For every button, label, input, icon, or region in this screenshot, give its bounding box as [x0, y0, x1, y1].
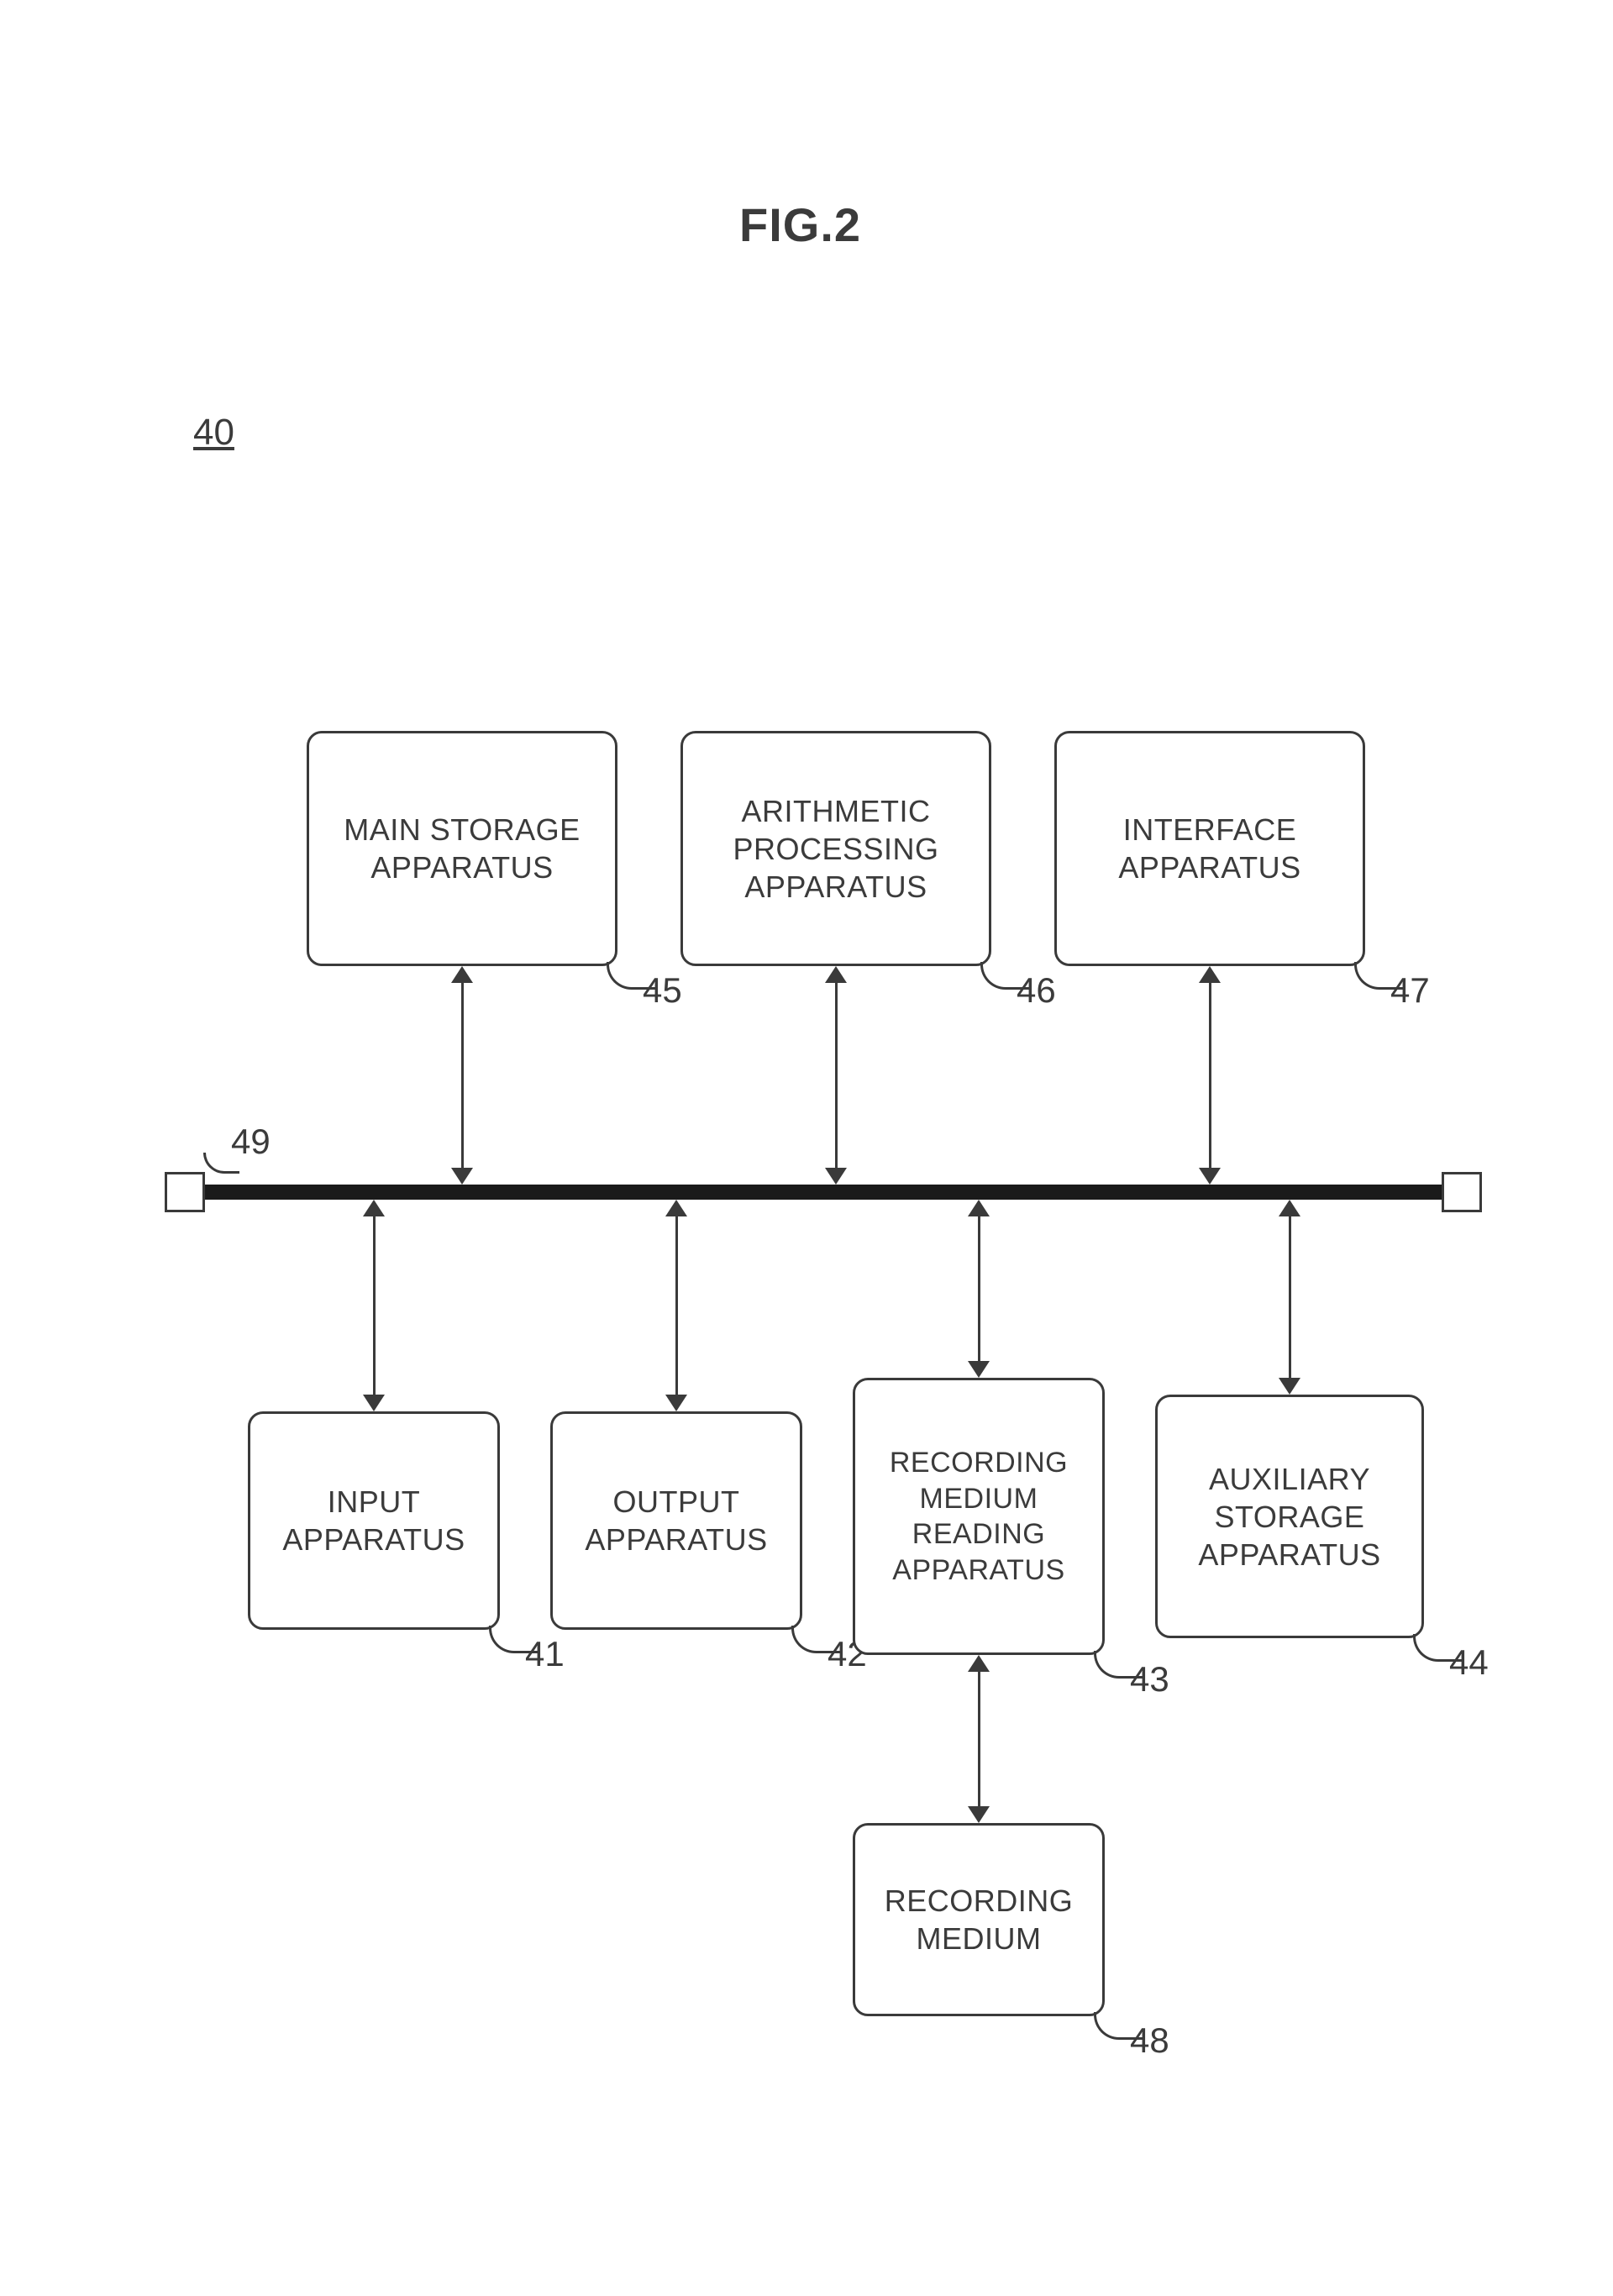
block-rec-reader-label: RECORDINGMEDIUMREADINGAPPARATUS: [890, 1445, 1068, 1588]
block-arithmetic: ARITHMETICPROCESSINGAPPARATUS: [680, 731, 991, 966]
leader-47: [1354, 962, 1403, 990]
leader-48: [1094, 2012, 1143, 2040]
bus-terminal-right: [1442, 1172, 1482, 1212]
block-input: INPUTAPPARATUS: [248, 1411, 500, 1630]
block-aux-storage: AUXILIARYSTORAGEAPPARATUS: [1155, 1395, 1424, 1638]
leader-43: [1094, 1651, 1143, 1679]
block-output-label: OUTPUTAPPARATUS: [585, 1483, 767, 1558]
bus-terminal-left: [165, 1172, 205, 1212]
system-bus: [185, 1185, 1462, 1200]
bus-reference-leader: [203, 1153, 239, 1174]
system-reference-number: 40: [193, 412, 234, 454]
leader-42: [791, 1626, 840, 1653]
block-rec-medium-label: RECORDINGMEDIUM: [885, 1882, 1074, 1957]
block-arithmetic-label: ARITHMETICPROCESSINGAPPARATUS: [733, 792, 938, 906]
block-main-storage-label: MAIN STORAGEAPPARATUS: [344, 811, 580, 886]
leader-41: [489, 1626, 538, 1653]
figure-title: FIG.2: [739, 197, 861, 252]
block-input-label: INPUTAPPARATUS: [282, 1483, 465, 1558]
block-rec-medium: RECORDINGMEDIUM: [853, 1823, 1105, 2016]
block-aux-storage-label: AUXILIARYSTORAGEAPPARATUS: [1198, 1460, 1380, 1574]
leader-46: [980, 962, 1029, 990]
block-interface: INTERFACEAPPARATUS: [1054, 731, 1365, 966]
block-rec-reader: RECORDINGMEDIUMREADINGAPPARATUS: [853, 1378, 1105, 1655]
block-main-storage: MAIN STORAGEAPPARATUS: [307, 731, 617, 966]
figure-stage: FIG.2 40 49 MAIN STORAGEAPPARATUS 45 ARI…: [0, 0, 1613, 2296]
leader-44: [1413, 1634, 1462, 1662]
leader-45: [607, 962, 655, 990]
block-output: OUTPUTAPPARATUS: [550, 1411, 802, 1630]
block-interface-label: INTERFACEAPPARATUS: [1118, 811, 1300, 886]
